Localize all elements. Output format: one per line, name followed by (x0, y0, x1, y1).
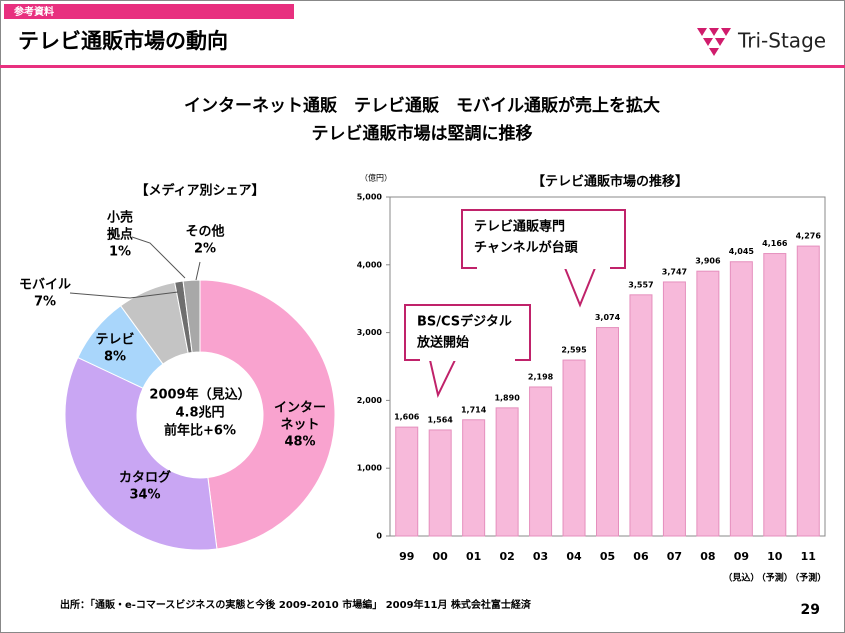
logo: Tri-Stage (737, 29, 826, 53)
pie-slice (64, 356, 218, 551)
bar (629, 294, 653, 537)
value-label: 1,890 (494, 393, 520, 402)
center-text: 2009年（見込） (149, 387, 250, 403)
leader-line (131, 236, 186, 279)
slice-label: インター (274, 401, 326, 416)
bar (562, 359, 586, 537)
x-tick-label: 07 (667, 550, 682, 563)
slice-value-label: 2% (194, 242, 216, 257)
callout-box (404, 304, 531, 361)
y-tick-label: 4,000 (357, 260, 383, 269)
slice-label: その他 (185, 224, 224, 240)
bar (662, 281, 686, 537)
value-label: 3,557 (628, 280, 653, 289)
value-label: 4,045 (729, 247, 755, 256)
value-label: 3,747 (662, 267, 687, 276)
value-label: 4,166 (762, 239, 788, 248)
x-tick-label: 99 (399, 550, 414, 563)
value-label: 3,074 (595, 313, 621, 322)
slice-value-label: 34% (129, 488, 160, 503)
y-tick-label: 1,000 (357, 464, 383, 473)
x-tick-label: 00 (433, 550, 449, 563)
x-tick-label: 08 (700, 550, 715, 563)
value-label: 4,276 (796, 232, 822, 241)
slice-label: モバイル (19, 278, 71, 293)
slice-value-label: 48% (284, 435, 315, 450)
bar (529, 386, 553, 537)
bar (395, 426, 419, 537)
bar (696, 270, 720, 537)
slide-title: テレビ通販市場の動向 (18, 29, 228, 53)
slice-label: テレビ (95, 332, 134, 348)
x-tick-label: 04 (566, 550, 582, 563)
slice-value-label: 7% (34, 295, 56, 310)
callout-text: チャンネルが台頭 (474, 240, 579, 256)
bar (495, 407, 519, 537)
value-label: 2,198 (528, 372, 554, 381)
x-tick-label: 01 (466, 550, 481, 563)
page-number: 29 (801, 602, 820, 618)
x-note: （予測） (790, 572, 826, 584)
callout-cover (477, 265, 610, 269)
slice-value-label: 1% (109, 245, 131, 260)
value-label: 3,906 (695, 257, 721, 266)
value-label: 1,606 (394, 413, 420, 422)
slice-label: カタログ (119, 470, 171, 486)
x-tick-label: 05 (600, 550, 615, 563)
y-tick-label: 0 (376, 532, 382, 541)
bar (763, 253, 787, 537)
headline: テレビ通販市場は堅調に推移 (312, 123, 533, 144)
header-rule (0, 65, 845, 68)
slice-label: 小売 (107, 210, 133, 226)
callout-text: テレビ通販専門 (474, 219, 565, 235)
headline: インターネット通販 テレビ通販 モバイル通販が売上を拡大 (184, 95, 660, 116)
bar (428, 429, 452, 537)
callout-text: BS/CSデジタル (417, 314, 512, 330)
x-tick-label: 11 (801, 550, 816, 563)
bar (729, 261, 753, 537)
pie-title: 【メディア別シェア】 (135, 183, 264, 199)
bar-title: 【テレビ通販市場の推移】 (532, 174, 688, 190)
leader-line (69, 291, 179, 299)
x-note: （予測） (757, 572, 793, 584)
center-text: 4.8兆円 (175, 405, 224, 421)
tag: 参考資料 (14, 5, 54, 18)
callout-box (461, 209, 626, 269)
source: 出所：「通販・e-コマースビジネスの実態と今後 2009-2010 市場編」 2… (60, 598, 532, 611)
callout-text: 放送開始 (416, 335, 469, 351)
x-tick-label: 10 (767, 550, 783, 563)
pie-slice (199, 279, 336, 550)
slice-label: ネット (280, 418, 319, 433)
bar (796, 245, 820, 537)
y-tick-label: 5,000 (357, 193, 383, 202)
bar (462, 419, 486, 537)
slice-value-label: 8% (104, 350, 126, 365)
y-tick-label: 2,000 (357, 396, 383, 405)
value-label: 2,595 (561, 346, 587, 355)
x-tick-label: 09 (734, 550, 749, 563)
value-label: 1,714 (461, 405, 487, 414)
y-tick-label: 3,000 (357, 328, 383, 337)
pie-slice (182, 279, 201, 354)
y-unit: （億円） (360, 173, 392, 183)
x-note: （見込） (723, 572, 759, 584)
tag-bar (4, 4, 294, 19)
slice-label: 拠点 (107, 227, 133, 243)
x-tick-label: 06 (633, 550, 649, 563)
center-text: 前年比+6% (164, 423, 236, 439)
leader-line (195, 261, 201, 281)
x-tick-label: 03 (533, 550, 548, 563)
value-label: 1,564 (428, 415, 454, 424)
bar (596, 327, 619, 537)
logo-mark (697, 28, 731, 56)
x-tick-label: 02 (499, 550, 514, 563)
callout-cover (420, 357, 515, 361)
